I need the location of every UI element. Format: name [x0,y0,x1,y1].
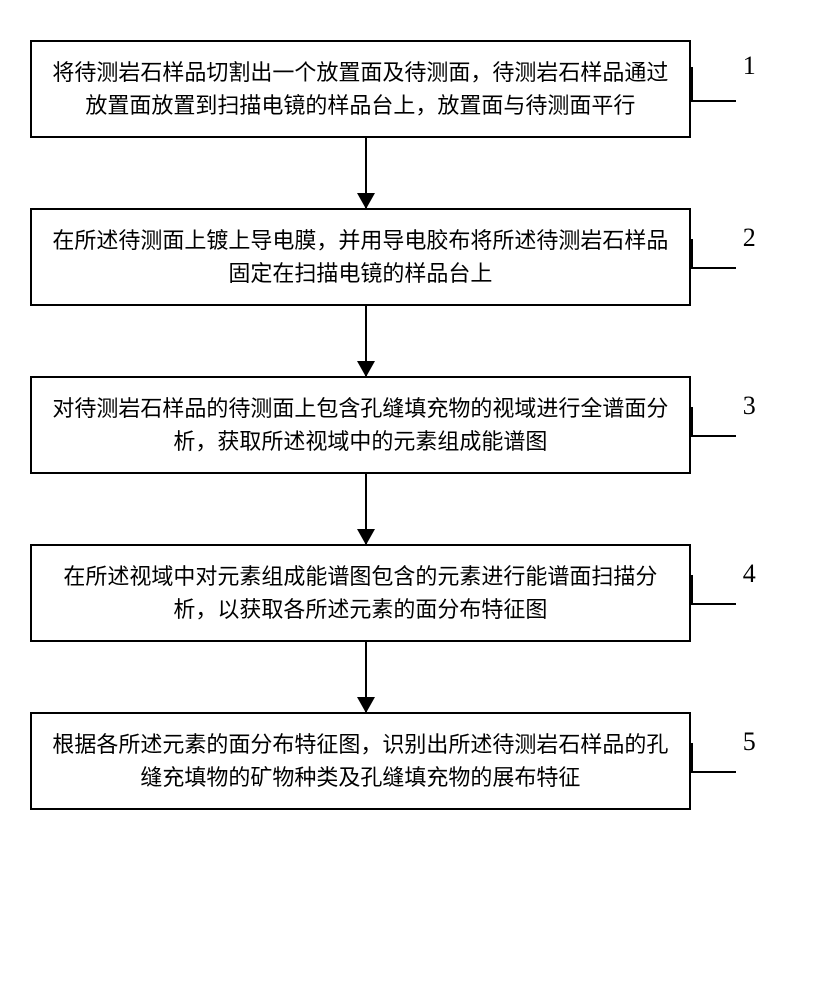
step-box-5: 根据各所述元素的面分布特征图，识别出所述待测岩石样品的孔缝充填物的矿物种类及孔缝… [30,712,691,810]
connector-5 [691,743,736,773]
step-row-4: 在所述视域中对元素组成能谱图包含的元素进行能谱面扫描分析，以获取各所述元素的面分… [30,544,809,642]
step-number-1: 1 [743,51,756,81]
step-row-5: 根据各所述元素的面分布特征图，识别出所述待测岩石样品的孔缝充填物的矿物种类及孔缝… [30,712,809,810]
step-box-1: 将待测岩石样品切割出一个放置面及待测面，待测岩石样品通过放置面放置到扫描电镜的样… [30,40,691,138]
connector-3 [691,407,736,437]
step-row-2: 在所述待测面上镀上导电膜，并用导电胶布将所述待测岩石样品固定在扫描电镜的样品台上… [30,208,809,306]
arrow-1-2 [30,138,809,208]
arrow-4-5 [30,642,809,712]
step-number-4: 4 [743,559,756,589]
step-row-3: 对待测岩石样品的待测面上包含孔缝填充物的视域进行全谱面分析，获取所述视域中的元素… [30,376,809,474]
step-box-2: 在所述待测面上镀上导电膜，并用导电胶布将所述待测岩石样品固定在扫描电镜的样品台上 [30,208,691,306]
step-number-2: 2 [743,223,756,253]
step-box-3: 对待测岩石样品的待测面上包含孔缝填充物的视域进行全谱面分析，获取所述视域中的元素… [30,376,691,474]
step-number-5: 5 [743,727,756,757]
step-row-1: 将待测岩石样品切割出一个放置面及待测面，待测岩石样品通过放置面放置到扫描电镜的样… [30,40,809,138]
step-number-3: 3 [743,391,756,421]
flowchart-container: 将待测岩石样品切割出一个放置面及待测面，待测岩石样品通过放置面放置到扫描电镜的样… [30,40,809,810]
arrow-2-3 [30,306,809,376]
connector-2 [691,239,736,269]
arrow-3-4 [30,474,809,544]
connector-1 [691,67,736,102]
step-box-4: 在所述视域中对元素组成能谱图包含的元素进行能谱面扫描分析，以获取各所述元素的面分… [30,544,691,642]
connector-4 [691,575,736,605]
